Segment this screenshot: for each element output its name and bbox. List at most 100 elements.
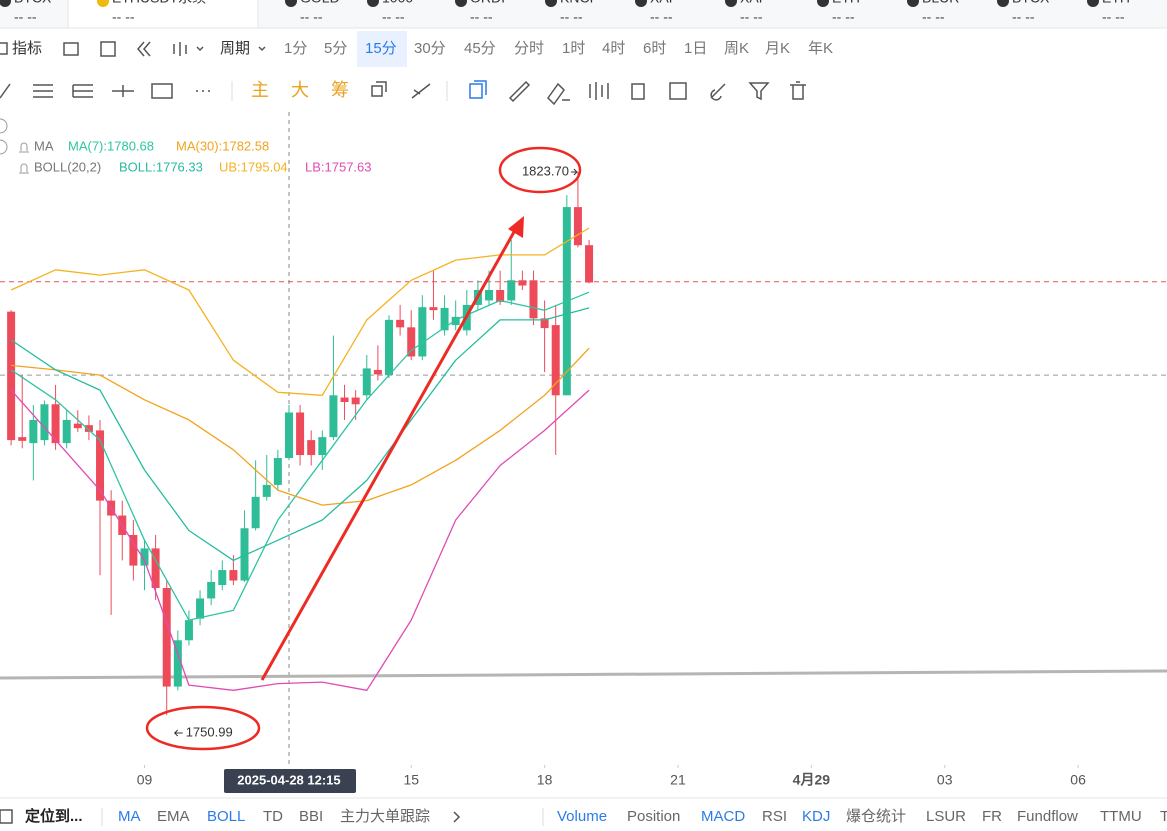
- tab-icon[interactable]: [1087, 0, 1099, 7]
- interval-button[interactable]: 分时: [514, 40, 544, 57]
- interval-button[interactable]: 1日: [684, 40, 707, 57]
- fib-tool[interactable]: [72, 84, 93, 98]
- tab-price[interactable]: -- --: [382, 9, 405, 25]
- sub-indicator-tab[interactable]: MACD: [701, 808, 745, 825]
- tab-symbol[interactable]: BTCX: [14, 0, 52, 6]
- tab-icon[interactable]: [725, 0, 737, 7]
- tab-icon[interactable]: [635, 0, 647, 7]
- interval-button[interactable]: 年K: [808, 40, 833, 57]
- interval-button[interactable]: 周K: [724, 40, 749, 57]
- locate-button[interactable]: 定位到...: [25, 807, 83, 825]
- line-tool[interactable]: [0, 83, 11, 99]
- more-chevron[interactable]: [453, 811, 461, 823]
- tab-price[interactable]: -- --: [740, 9, 763, 25]
- locate-icon[interactable]: [0, 809, 13, 824]
- sub-indicator-tab[interactable]: LSUR: [926, 808, 966, 825]
- tab-icon[interactable]: [545, 0, 557, 7]
- main-indicator-tab[interactable]: EMA: [157, 808, 190, 825]
- main-force-tool[interactable]: 筹: [331, 80, 349, 100]
- tab-icon[interactable]: [455, 0, 467, 7]
- alert-icon[interactable]: [19, 163, 29, 174]
- main-indicator-tab[interactable]: 主力大单跟踪: [340, 808, 430, 825]
- lock-tool[interactable]: [631, 83, 645, 100]
- interval-button[interactable]: 15分: [365, 40, 397, 57]
- sub-indicator-tab[interactable]: T: [1160, 808, 1167, 825]
- tab-price[interactable]: -- --: [1012, 9, 1035, 25]
- collapse-icon[interactable]: [0, 118, 8, 134]
- tab-icon[interactable]: [97, 0, 109, 7]
- measure-tool[interactable]: [411, 83, 431, 99]
- hline-tool[interactable]: [112, 85, 134, 97]
- tab-symbol[interactable]: KNCI: [560, 0, 593, 6]
- tab-symbol[interactable]: XAI: [650, 0, 673, 6]
- main-force-tool[interactable]: 主: [251, 80, 269, 100]
- tab-symbol[interactable]: ETHUSDT永续: [112, 0, 206, 6]
- tab-price[interactable]: -- --: [560, 9, 583, 25]
- tab-price[interactable]: -- --: [14, 9, 37, 25]
- main-indicator-tab[interactable]: BBI: [299, 808, 323, 825]
- delete-tool[interactable]: [790, 81, 806, 100]
- sub-indicator-tab[interactable]: Volume: [557, 808, 607, 825]
- tab-price[interactable]: -- --: [470, 9, 493, 25]
- drawn-support-line[interactable]: [0, 669, 1167, 680]
- sub-indicator-tab[interactable]: KDJ: [802, 808, 830, 825]
- tab-symbol[interactable]: BLUR: [922, 0, 959, 6]
- tab-price[interactable]: -- --: [650, 9, 673, 25]
- tab-icon[interactable]: [0, 0, 11, 7]
- chart-type-icon[interactable]: [173, 42, 204, 56]
- tab-symbol[interactable]: BTCX: [1012, 0, 1050, 6]
- link-tool[interactable]: [710, 83, 726, 101]
- copy-tool[interactable]: [469, 80, 487, 99]
- bars-tool[interactable]: [589, 82, 609, 100]
- period-chevron[interactable]: [258, 46, 266, 52]
- rect-tool[interactable]: [151, 83, 173, 99]
- period-button[interactable]: 周期: [220, 40, 250, 57]
- replay-icon[interactable]: [137, 41, 151, 57]
- sub-indicator-tab[interactable]: TTMU: [1100, 808, 1142, 825]
- sub-indicator-tab[interactable]: RSI: [762, 808, 787, 825]
- sub-indicator-tab[interactable]: Fundflow: [1017, 808, 1078, 825]
- tab-icon[interactable]: [907, 0, 919, 7]
- sub-indicator-tab[interactable]: 爆仓统计: [846, 808, 906, 825]
- indicator-button[interactable]: 指标: [12, 40, 42, 57]
- tab-price[interactable]: -- --: [832, 9, 855, 25]
- sub-indicator-tab[interactable]: FR: [982, 808, 1002, 825]
- collapse-icon[interactable]: [0, 139, 8, 155]
- tab-symbol[interactable]: GOLD: [300, 0, 340, 6]
- tab-symbol[interactable]: XAI: [740, 0, 763, 6]
- ruler-tool[interactable]: [508, 80, 531, 103]
- tab-price[interactable]: -- --: [300, 9, 323, 25]
- tab-icon[interactable]: [367, 0, 379, 7]
- channel-tool[interactable]: [33, 84, 53, 98]
- interval-button[interactable]: 4时: [602, 40, 625, 57]
- interval-button[interactable]: 月K: [765, 40, 790, 57]
- main-indicator-tab[interactable]: MA: [118, 808, 141, 825]
- interval-button[interactable]: 1时: [562, 40, 585, 57]
- layout-icon[interactable]: [63, 42, 79, 56]
- interval-button[interactable]: 1分: [284, 40, 307, 57]
- main-force-tool[interactable]: 大: [291, 80, 309, 100]
- main-indicator-tab[interactable]: TD: [263, 808, 283, 825]
- tab-symbol[interactable]: ORDI: [470, 0, 505, 6]
- interval-button[interactable]: 45分: [464, 40, 496, 57]
- tab-price[interactable]: -- --: [112, 9, 135, 25]
- sub-indicator-tab[interactable]: Position: [627, 808, 680, 825]
- interval-button[interactable]: 6时: [643, 40, 666, 57]
- tab-price[interactable]: -- --: [1102, 9, 1125, 25]
- note-tool[interactable]: [669, 82, 687, 100]
- magnet-tool[interactable]: [371, 81, 387, 97]
- tab-symbol[interactable]: ETH: [1102, 0, 1130, 6]
- interval-button[interactable]: 5分: [324, 40, 347, 57]
- tab-price[interactable]: -- --: [922, 9, 945, 25]
- interval-button[interactable]: 30分: [414, 40, 446, 57]
- tab-symbol[interactable]: ETH: [832, 0, 860, 6]
- indicator-icon[interactable]: [0, 42, 8, 55]
- tab-icon[interactable]: [285, 0, 297, 7]
- brush-tool[interactable]: [547, 82, 570, 106]
- alert-icon[interactable]: [19, 142, 29, 153]
- filter-tool[interactable]: [748, 82, 770, 101]
- tab-icon[interactable]: [817, 0, 829, 7]
- tab-icon[interactable]: [997, 0, 1009, 7]
- tab-symbol[interactable]: 1000: [382, 0, 413, 6]
- split-icon[interactable]: [100, 41, 116, 57]
